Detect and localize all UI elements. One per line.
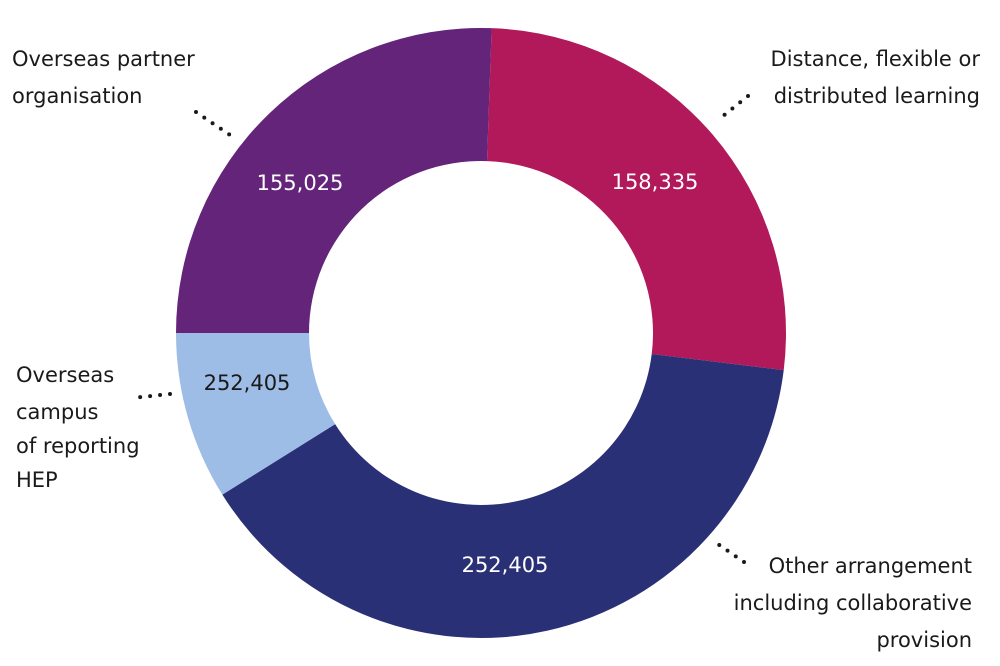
category-label: Distance, flexible or distributed learnin… [771,47,981,108]
leader-line [716,94,750,122]
slice-value-label: 252,405 [462,553,549,577]
category-labels: Distance, flexible or distributed learnin… [12,47,980,652]
leader-lines [130,94,750,564]
slice-value-label: 158,335 [612,170,699,194]
category-label: Other arrangement including collaborative… [734,554,972,652]
leader-line [710,538,746,564]
donut-slice [222,353,784,638]
donut-slice [487,28,786,371]
slice-value-labels: 158,335 252,405 252,405 155,025 [204,170,699,577]
category-label: Overseas partner organisation [12,47,195,108]
slice-value-label: 155,025 [257,171,344,195]
donut-slice [176,333,336,495]
slice-value-label: 252,405 [204,371,291,395]
donut-slice [176,27,492,333]
category-label: Overseas campus of reporting HEP [16,363,140,492]
donut-slices [176,27,786,638]
leader-line [194,110,232,137]
leader-line [130,392,172,400]
